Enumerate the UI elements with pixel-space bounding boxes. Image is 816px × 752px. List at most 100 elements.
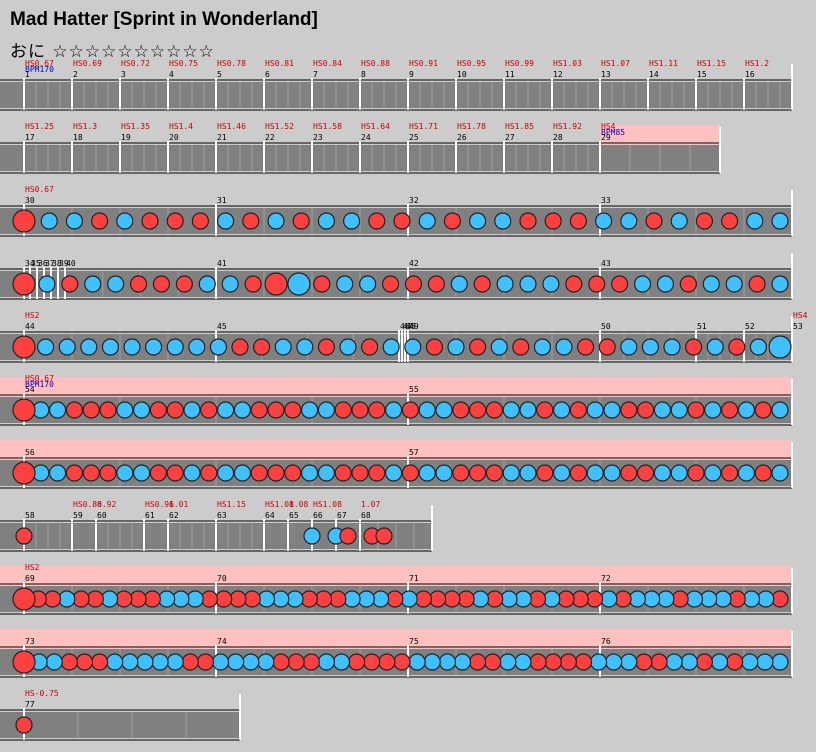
ka-note — [408, 653, 426, 671]
ka-note — [317, 212, 335, 230]
measure-number: 63 — [217, 511, 227, 520]
don-note — [129, 590, 147, 608]
scroll-speed-label: HS0.95 — [457, 59, 486, 68]
ka-note — [151, 653, 169, 671]
ka-note — [36, 338, 55, 356]
don-note — [166, 464, 184, 482]
ka-note — [514, 590, 532, 608]
ka-note — [700, 590, 718, 608]
ka-note — [633, 275, 652, 293]
ka-note — [317, 464, 335, 482]
scroll-speed-label: HS2 — [25, 563, 40, 572]
ka-note — [332, 653, 351, 671]
ka-note — [186, 590, 204, 608]
don-note — [334, 464, 352, 482]
ka-note — [198, 275, 216, 293]
don-note — [12, 335, 36, 359]
don-note — [375, 527, 393, 545]
don-note — [60, 653, 78, 671]
measure-number: 46 — [400, 322, 410, 331]
ka-note — [359, 275, 377, 293]
don-note — [292, 212, 310, 230]
don-note — [598, 338, 616, 356]
don-note — [386, 590, 404, 608]
measure-number: 54 — [25, 385, 35, 394]
don-note — [695, 212, 714, 230]
scroll-speed-label: HS1.64 — [361, 122, 390, 131]
scroll-speed-label: HS0.99 — [505, 59, 534, 68]
don-note — [363, 653, 381, 671]
measure-number: 22 — [265, 133, 275, 142]
ka-note — [267, 212, 285, 230]
ka-note — [771, 401, 789, 419]
ka-note — [603, 401, 621, 419]
ka-note — [136, 653, 154, 671]
ka-note — [339, 338, 357, 356]
measure-number: 71 — [409, 574, 419, 583]
ka-note — [746, 212, 764, 230]
ka-note — [447, 338, 465, 356]
scroll-speed-label: HS1.52 — [265, 122, 294, 131]
measure-number: 59 — [73, 511, 83, 520]
don-note — [754, 401, 772, 419]
don-note — [469, 338, 487, 356]
ka-note — [172, 590, 190, 608]
measure-number: 47 — [403, 322, 413, 331]
scroll-speed-label: HS1.03 — [553, 59, 582, 68]
song-title: Mad Hatter [Sprint in Wonderland] — [10, 9, 318, 30]
ka-note — [158, 590, 176, 608]
measure-number: 51 — [697, 322, 707, 331]
ka-note — [357, 590, 375, 608]
don-note — [351, 464, 369, 482]
measure-number: 68 — [361, 511, 371, 520]
ka-note — [656, 275, 675, 293]
don-note — [12, 587, 36, 611]
measure-number: 33 — [601, 196, 611, 205]
don-note — [314, 590, 333, 608]
don-note — [244, 275, 262, 293]
scroll-speed-label: HS0.67 — [25, 185, 54, 194]
don-note — [720, 401, 739, 419]
measure-number: 20 — [169, 133, 179, 142]
ka-note — [301, 401, 319, 419]
measure-number: 58 — [25, 511, 35, 520]
ka-note — [45, 653, 63, 671]
don-note — [339, 527, 357, 545]
don-note — [687, 401, 705, 419]
measure-number: 36 — [38, 259, 48, 268]
ka-note — [58, 338, 76, 356]
don-note — [620, 464, 638, 482]
measure-number: 6 — [265, 70, 270, 79]
scroll-speed-label: HS0.86 — [73, 500, 102, 509]
ka-note — [519, 275, 537, 293]
ka-note — [101, 338, 120, 356]
ka-note — [48, 401, 67, 419]
don-note — [334, 401, 352, 419]
don-note — [313, 275, 331, 293]
ka-note — [336, 275, 354, 293]
measure-number: 30 — [25, 196, 35, 205]
ka-note — [217, 212, 235, 230]
ka-note — [343, 212, 361, 230]
don-note — [569, 212, 588, 230]
don-note — [401, 464, 419, 482]
don-note — [645, 212, 663, 230]
scroll-speed-label: HS0.91 — [409, 59, 438, 68]
ka-note — [48, 464, 67, 482]
ka-note — [303, 527, 321, 545]
don-note — [771, 590, 789, 608]
don-note — [687, 464, 705, 482]
ka-note — [217, 401, 235, 419]
don-note — [82, 464, 100, 482]
don-note — [166, 401, 184, 419]
measure-number: 43 — [601, 259, 611, 268]
ka-note — [757, 590, 775, 608]
don-note — [381, 275, 400, 293]
don-note — [141, 212, 159, 230]
don-note — [671, 590, 689, 608]
scroll-speed-label: HS1.71 — [409, 122, 438, 131]
ka-note — [555, 338, 573, 356]
scroll-speed-label: HS0.84 — [313, 59, 342, 68]
bpm-label: BPM85 — [601, 128, 625, 137]
don-note — [284, 401, 302, 419]
